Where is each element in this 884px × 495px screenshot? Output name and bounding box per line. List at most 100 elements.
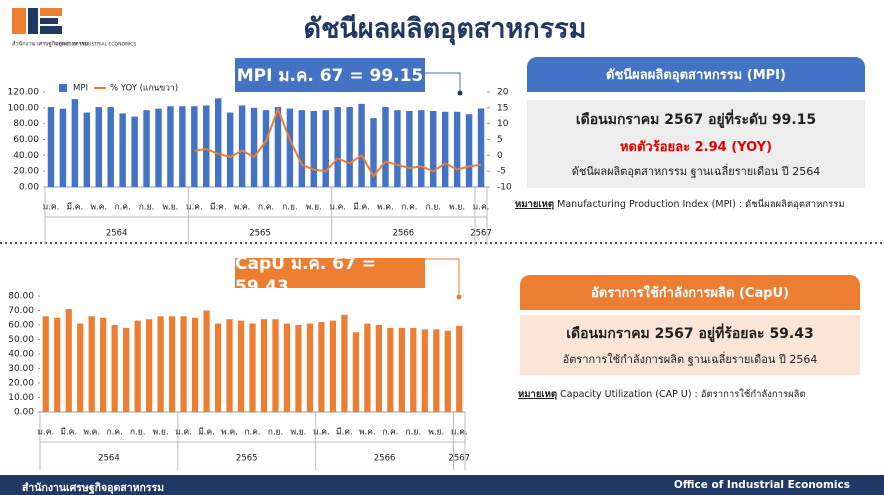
bar [394,110,401,187]
logo-thai: สำนักงาน เศรษฐกิจอุตสาหกรรม [12,41,89,48]
bar [134,320,141,412]
bar [322,110,329,187]
bar [119,113,126,187]
bar [191,317,199,412]
bar [88,316,95,412]
x-tick-label: พ.ย. [290,428,306,438]
legend-swatch [59,84,67,92]
note-label: หมายเหตุ [515,199,555,210]
bar [100,317,107,412]
panel-body: เดือนมกราคม 2567 อยู่ที่ร้อยละ 59.43 อัต… [520,315,860,375]
bar [456,325,463,412]
bar [358,103,365,187]
y-tick-label: 80.00 [8,292,34,302]
x-tick-label: พ.ค. [90,203,107,213]
x-tick-label: พ.ย. [449,203,465,213]
x-tick-label: ม.ค. [186,203,203,213]
bar [238,105,246,187]
y-tick-label: 120.00 [8,88,40,98]
x-tick-label: ม.ค. [37,428,54,438]
bar [83,112,91,187]
bar [410,327,417,412]
y2-tick-label: 10 [497,119,509,129]
bar [364,323,371,412]
logo-english: OFFICE OF INDUSTRIAL ECONOMICS [55,42,136,48]
x-tick-label: พ.ย. [153,428,169,438]
bar [65,309,72,412]
bar [54,317,61,412]
panel-line: อัตราการใช้กำลังการผลิต ฐานเฉลี่ยรายเดือ… [562,352,818,366]
bar [155,108,162,187]
bar [283,323,291,412]
callout-dot [457,90,463,96]
x-tick-label: พ.ย. [306,203,322,213]
y2-tick-label: 5 [497,135,503,145]
x-tick-label: ก.ค. [382,428,398,438]
year-label: 2566 [393,229,415,239]
x-tick-label: ก.ย. [268,428,284,438]
callout-connector [425,72,461,93]
bar [203,310,210,412]
line [194,106,482,178]
x-tick-label: ก.ค. [258,203,274,213]
panel-body: เดือนมกราคม 2567 อยู่ที่ระดับ 99.15 หดตั… [527,100,865,188]
note: หมายเหตุ Capacity Utilization (CAP U) : … [518,387,806,402]
y-tick-label: 70.00 [8,306,34,316]
x-tick-label: พ.ค. [359,428,376,438]
bar [59,108,67,187]
callout: MPI ม.ค. 67 = 99.15 [235,58,425,92]
x-tick-label: ม.ค. [329,203,346,213]
y2-tick-label: -5 [497,167,506,177]
bar [131,116,138,187]
bar [341,314,348,412]
y-tick-label: 60.00 [13,135,39,145]
bar [214,323,222,412]
note-label: หมายเหตุ [518,389,558,400]
year-label: 2566 [374,454,396,464]
bar [453,111,461,187]
note: หมายเหตุ Manufacturing Production Index … [515,197,845,212]
bar [306,323,314,412]
year-label: 2567 [470,229,492,239]
bar [346,107,353,187]
bar [123,327,130,412]
year-label: 2564 [98,454,120,464]
y2-tick-label: -10 [497,183,512,193]
bar [433,329,440,412]
bar [370,118,377,187]
bar [111,325,118,412]
y-tick-label: 60.00 [8,321,34,331]
x-tick-label: พ.ย. [162,203,178,213]
bar [167,106,174,187]
bar [382,107,389,187]
bar [107,107,114,187]
bar [318,322,325,412]
bar [352,332,359,412]
bar [286,108,294,187]
bar [226,319,233,412]
bar [47,107,55,187]
bar [477,108,485,187]
x-tick-label: มี.ค. [353,202,370,213]
panel-header: อัตราการใช้กำลังการผลิต (CapU) [520,275,860,310]
bar [143,110,150,187]
note-text: Manufacturing Production Index (MPI) : ด… [554,199,845,210]
bar [298,110,306,187]
bar [421,329,428,412]
legend-label: % YOY (แกนขวา) [110,84,178,94]
x-tick-label: ม.ค. [473,203,490,213]
bar [272,319,279,412]
panel-header: ดัชนีผลผลิตอุตสาหกรรม (MPI) [527,57,865,92]
panel-line: หดตัวร้อยละ 2.94 (YOY) [619,139,773,155]
bar [398,327,405,412]
bar [95,107,102,187]
bar [262,110,270,187]
bar [295,325,302,412]
x-tick-label: ก.ย. [139,203,155,213]
bar [465,114,473,187]
bar [157,316,164,412]
y-tick-label: 20.00 [13,167,39,177]
bar [226,112,234,187]
